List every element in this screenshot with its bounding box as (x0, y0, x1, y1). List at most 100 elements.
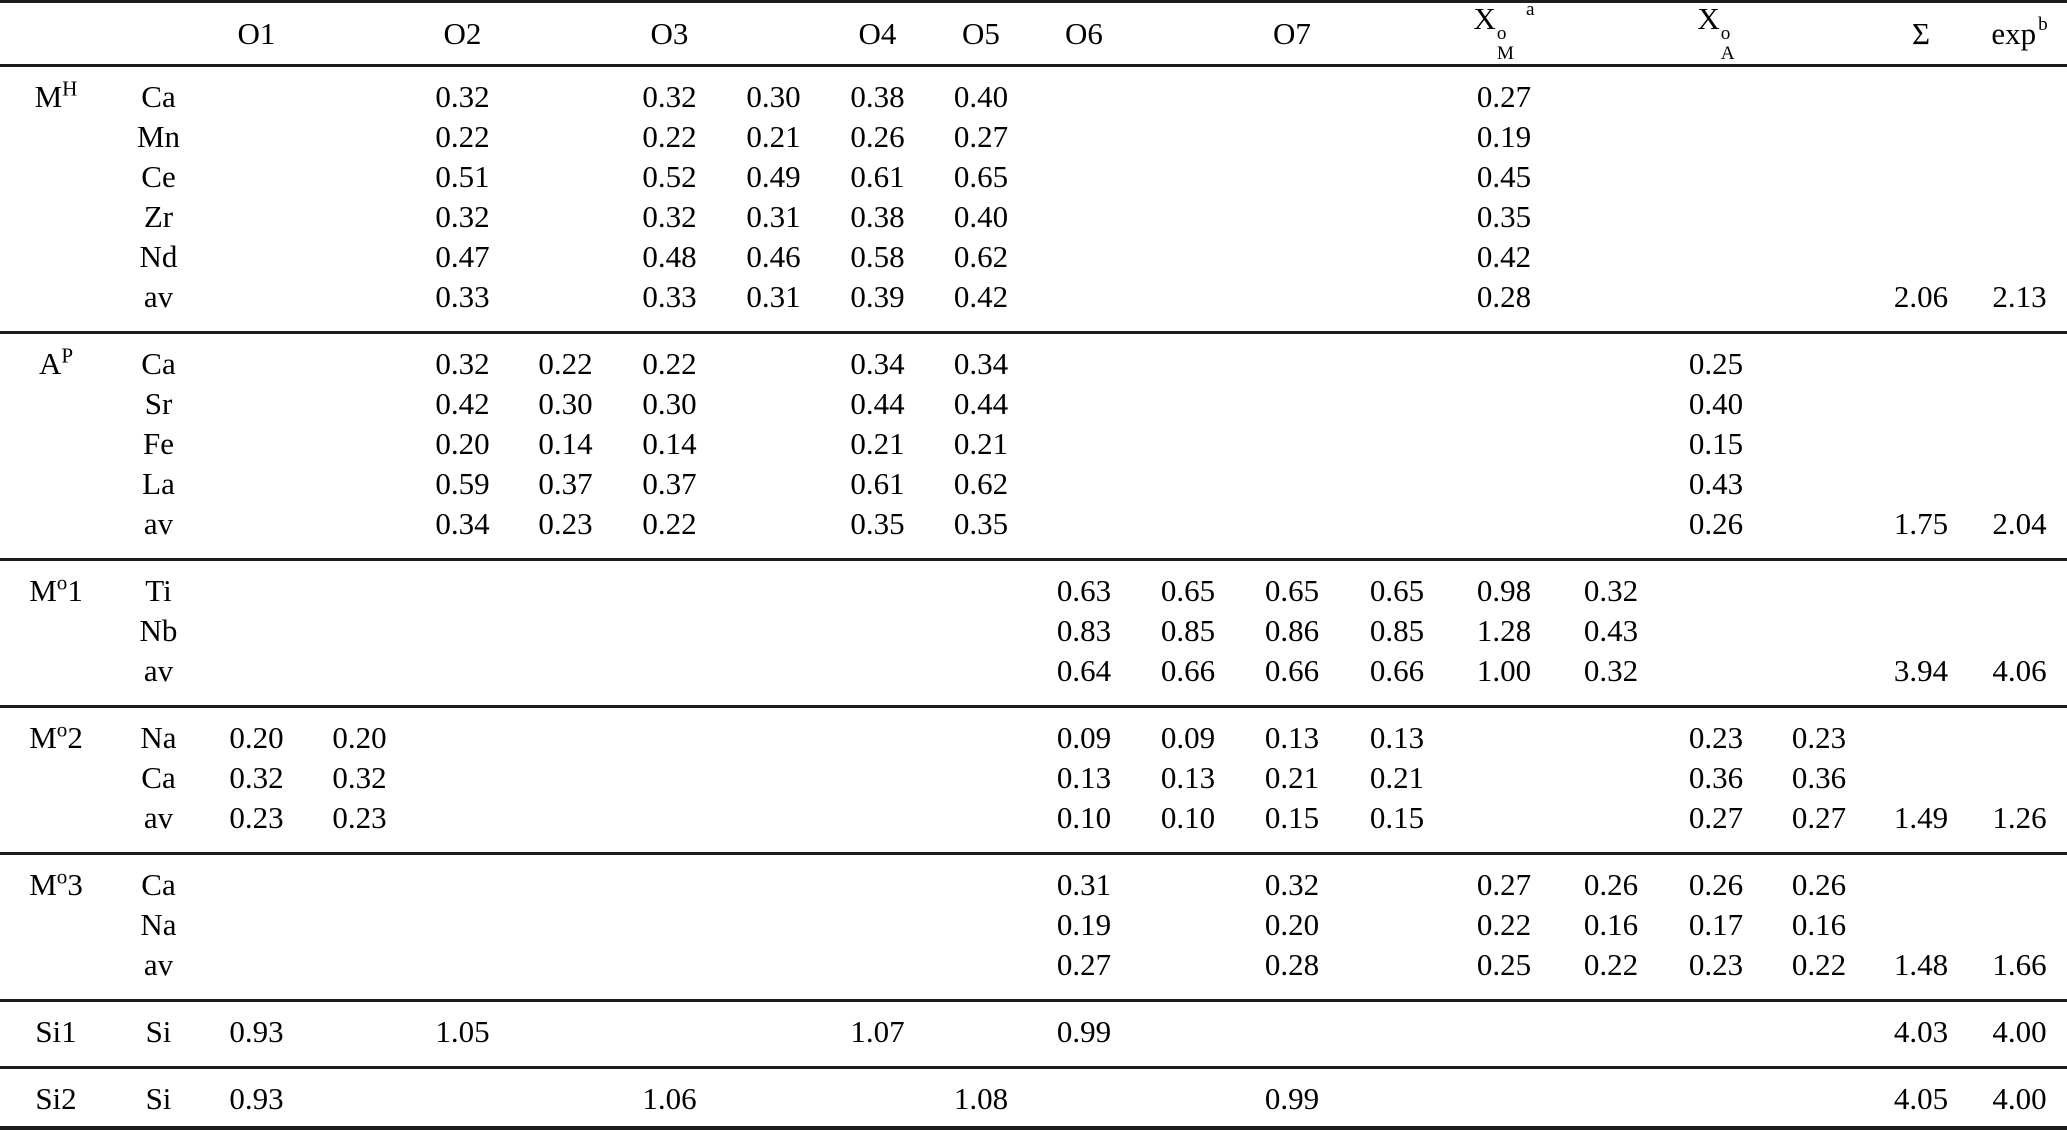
empty-cell-o4 (825, 797, 930, 855)
empty-cell-xma (1450, 333, 1558, 384)
empty-cell-o6a (1032, 156, 1136, 196)
value-cell-o2a: 0.32 (435, 78, 490, 114)
value-cell-o2a: 0.47 (435, 238, 490, 274)
value-cell-xab: 0.36 (1791, 759, 1847, 795)
empty-cell-o5 (930, 944, 1032, 1002)
value-cell-xaa: 0.15 (1688, 425, 1744, 461)
value-cell-o6a: 0.64 (1032, 650, 1136, 708)
xa-base: X (1697, 1, 1720, 37)
empty-cell-xma (1450, 797, 1558, 855)
site-base: M (29, 719, 57, 755)
empty-cell-o7a (1240, 276, 1344, 334)
value-cell-o6a: 0.63 (1056, 572, 1112, 608)
site-label-empty (0, 904, 112, 944)
value-cell-o2a: 0.34 (411, 503, 514, 561)
value-cell-sum: 3.94 (1870, 650, 1972, 708)
empty-cell-o1b (308, 560, 411, 611)
empty-cell-o3a (617, 757, 722, 797)
value-cell-o3a: 0.33 (617, 276, 722, 334)
empty-cell-xmb (1558, 757, 1664, 797)
value-cell-o1a: 0.93 (205, 1067, 308, 1130)
empty-cell-o3a (617, 707, 722, 758)
empty-cell-o7b (1344, 1000, 1450, 1069)
value-cell-xaa: 0.23 (1664, 944, 1768, 1002)
empty-cell-o7a (1240, 66, 1344, 117)
empty-cell-o1b (308, 276, 411, 334)
table-row: Nd 0.47 0.48 0.46 0.58 0.62 0.42 (0, 236, 2067, 276)
empty-cell-o1b (308, 650, 411, 708)
empty-cell-xmb (1558, 276, 1664, 334)
empty-cell-xab (1768, 463, 1870, 503)
value-cell-o1a: 0.32 (229, 759, 284, 795)
element-label: Si (112, 1067, 205, 1130)
value-cell-o7a: 0.65 (1264, 572, 1320, 608)
site-label: Si1 (0, 1000, 112, 1069)
empty-cell-o3a (617, 944, 722, 1002)
value-cell-exp: 4.00 (1972, 1067, 2067, 1130)
value-cell-o5: 0.35 (930, 503, 1032, 561)
value-cell-o7a: 0.86 (1264, 612, 1320, 648)
value-cell-o4: 0.35 (825, 503, 930, 561)
value-cell-o5: 0.34 (953, 345, 1009, 381)
site-label-empty (0, 116, 112, 156)
empty-cell-xmb (1558, 1067, 1664, 1130)
value-cell-xab: 0.16 (1791, 906, 1847, 942)
empty-cell-xmb (1558, 116, 1664, 156)
value-cell-o1b: 0.32 (332, 759, 387, 795)
empty-cell-xaa (1664, 1067, 1768, 1130)
value-cell-o2a: 0.32 (435, 345, 490, 381)
column-header-o1: O1 (205, 1, 308, 67)
value-cell-o2b: 0.22 (538, 345, 593, 381)
empty-cell-o1a (205, 236, 308, 276)
empty-cell-o2a (411, 707, 514, 758)
empty-cell-xab (1768, 236, 1870, 276)
value-cell-o2a: 0.22 (435, 118, 490, 154)
table-row: av 0.23 0.23 0.10 0.10 0.15 0.15 0.27 0.27 1.49 1.… (0, 797, 2067, 855)
table-row: MH Ca 0.32 0.32 0.30 0.38 0.40 0.27 (0, 66, 2067, 117)
element-label: av (112, 650, 205, 708)
empty-cell-o1b (308, 610, 411, 650)
element-label: Na (140, 906, 177, 942)
empty-cell-exp (1972, 333, 2067, 384)
site-label: Mo2 (0, 707, 112, 758)
empty-cell-sum (1870, 383, 1972, 423)
empty-cell-o2b (514, 156, 617, 196)
site-label-empty (0, 196, 112, 236)
empty-cell-o7a (1240, 423, 1344, 463)
value-cell-xma: 0.45 (1476, 158, 1532, 194)
empty-cell-o3b (722, 503, 825, 561)
empty-cell-o2a (411, 1067, 514, 1130)
value-cell-o7a: 0.66 (1240, 650, 1344, 708)
empty-cell-xmb (1558, 1000, 1664, 1069)
value-cell-o2a: 0.42 (435, 385, 490, 421)
empty-cell-o3b (722, 333, 825, 384)
empty-cell-xaa (1664, 650, 1768, 708)
empty-cell-o3b (722, 854, 825, 905)
empty-cell-sum (1870, 610, 1972, 650)
empty-cell-o1b (308, 196, 411, 236)
empty-cell-o7b (1344, 333, 1450, 384)
value-cell-xab: 0.27 (1768, 797, 1870, 855)
empty-cell-xaa (1664, 276, 1768, 334)
site-superscript: o (56, 569, 68, 594)
column-header-exp: exp b (1972, 1, 2067, 67)
empty-cell-o3a (617, 560, 722, 611)
value-cell-o4: 0.61 (850, 158, 905, 194)
value-cell-sum: 2.06 (1870, 276, 1972, 334)
empty-cell-o6b (1136, 333, 1240, 384)
empty-cell-o3b (722, 383, 825, 423)
value-cell-o7b: 0.66 (1344, 650, 1450, 708)
empty-cell-o1b (308, 156, 411, 196)
site-label: Mo3 (0, 854, 112, 905)
empty-cell-xmb (1558, 463, 1664, 503)
empty-cell-o2b (514, 276, 617, 334)
empty-cell-exp (1972, 66, 2067, 117)
xm-base: X (1473, 1, 1496, 37)
empty-cell-xab (1768, 66, 1870, 117)
element-label: Fe (143, 425, 174, 461)
site-label-empty (0, 757, 112, 797)
